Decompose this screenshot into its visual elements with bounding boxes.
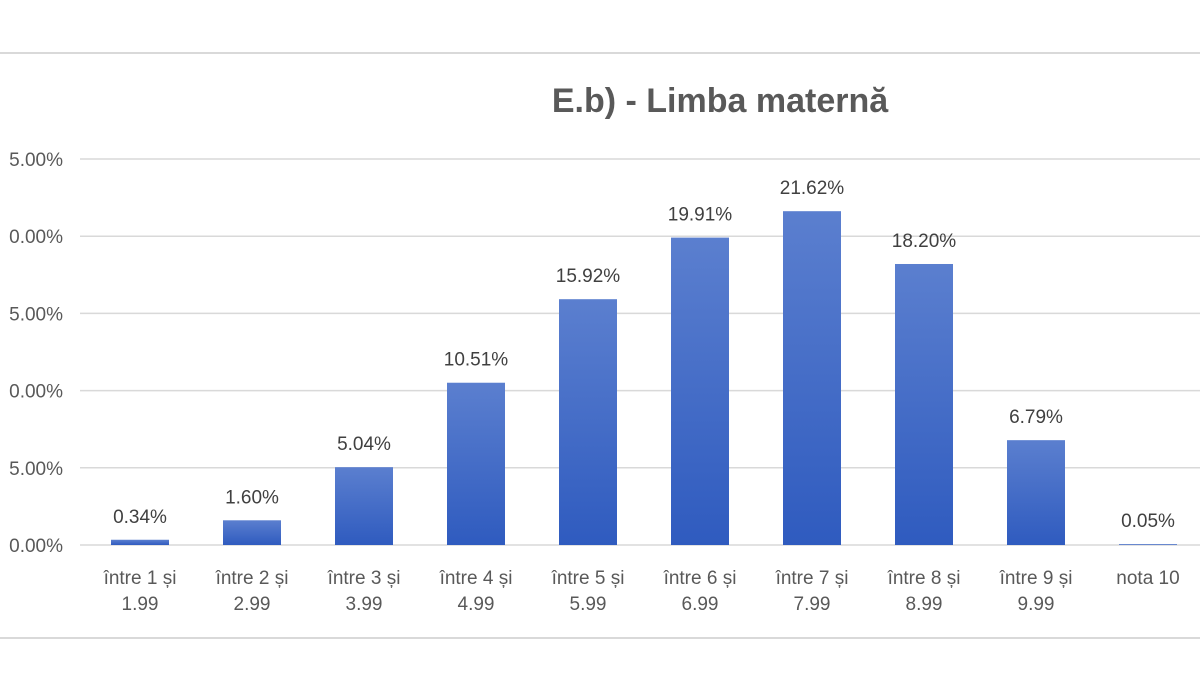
x-tick-label-line: 3.99 <box>346 594 383 615</box>
chart-title: E.b) - Limba maternă <box>552 82 889 120</box>
data-label: 5.04% <box>337 434 391 455</box>
y-tick-label: 5.00% <box>9 150 63 171</box>
bar <box>895 263 953 545</box>
x-tick-label-line: între 5 și <box>551 568 625 589</box>
x-tick-label-line: 1.99 <box>122 594 159 615</box>
bar <box>783 211 841 545</box>
x-tick-label-line: între 1 și <box>103 568 177 589</box>
x-tick-label-line: 8.99 <box>906 594 943 615</box>
data-label: 19.91% <box>668 205 733 226</box>
x-tick-label-line: 6.99 <box>682 594 719 615</box>
x-tick-label-line: nota 10 <box>1116 568 1179 589</box>
bar <box>111 539 169 545</box>
y-tick-label: 0.00% <box>9 536 63 557</box>
data-label: 10.51% <box>444 350 509 371</box>
data-label: 0.05% <box>1121 511 1175 532</box>
x-tick-label: între 5 și 5.99 <box>551 568 625 615</box>
x-tick-label-line: între 4 și <box>439 568 513 589</box>
data-label: 21.62% <box>780 178 845 199</box>
x-tick-label-line: între 8 și <box>887 568 961 589</box>
x-tick-label-line: între 7 și <box>775 568 849 589</box>
x-tick-label-line: între 3 și <box>327 568 401 589</box>
bar <box>335 467 393 545</box>
bar <box>671 237 729 545</box>
bars <box>111 211 1177 545</box>
x-tick-label-line: între 6 și <box>663 568 737 589</box>
data-labels: 0.34% 1.60% 5.04% 10.51% 15.92% 19.91% 21.62% 1… <box>113 178 1175 532</box>
x-tick-label: între 1 și 1.99 <box>103 568 177 615</box>
x-tick-label-line: 9.99 <box>1018 594 1055 615</box>
bar <box>447 382 505 545</box>
data-label: 0.34% <box>113 507 167 528</box>
y-axis-tick-labels: 0.00% 5.00% 0.00% 5.00% 0.00% 5.00% <box>9 150 63 557</box>
y-tick-label: 5.00% <box>9 304 63 325</box>
y-tick-label: 0.00% <box>9 382 63 403</box>
data-label: 6.79% <box>1009 407 1063 428</box>
x-tick-label-line: între 2 și <box>215 568 289 589</box>
bar <box>1007 440 1065 545</box>
x-tick-label: nota 10 <box>1116 568 1179 589</box>
x-tick-label: între 8 și 8.99 <box>887 568 961 615</box>
data-label: 1.60% <box>225 487 279 508</box>
y-tick-label: 0.00% <box>9 227 63 248</box>
x-axis-tick-labels: între 1 și 1.99 între 2 și 2.99 între 3 și 3.… <box>103 568 1180 615</box>
data-label: 15.92% <box>556 266 621 287</box>
x-tick-label: între 3 și 3.99 <box>327 568 401 615</box>
x-tick-label-line: între 9 și <box>999 568 1073 589</box>
x-tick-label: între 7 și 7.99 <box>775 568 849 615</box>
y-tick-label: 5.00% <box>9 459 63 480</box>
bar <box>223 520 281 545</box>
bar <box>559 299 617 545</box>
x-tick-label: între 6 și 6.99 <box>663 568 737 615</box>
x-tick-label-line: 5.99 <box>570 594 607 615</box>
data-label: 18.20% <box>892 231 957 252</box>
x-tick-label-line: 7.99 <box>794 594 831 615</box>
x-tick-label-line: 2.99 <box>234 594 271 615</box>
bar <box>1119 544 1177 545</box>
x-tick-label: între 9 și 9.99 <box>999 568 1073 615</box>
x-tick-label: între 2 și 2.99 <box>215 568 289 615</box>
x-tick-label: între 4 și 4.99 <box>439 568 513 615</box>
x-tick-label-line: 4.99 <box>458 594 495 615</box>
